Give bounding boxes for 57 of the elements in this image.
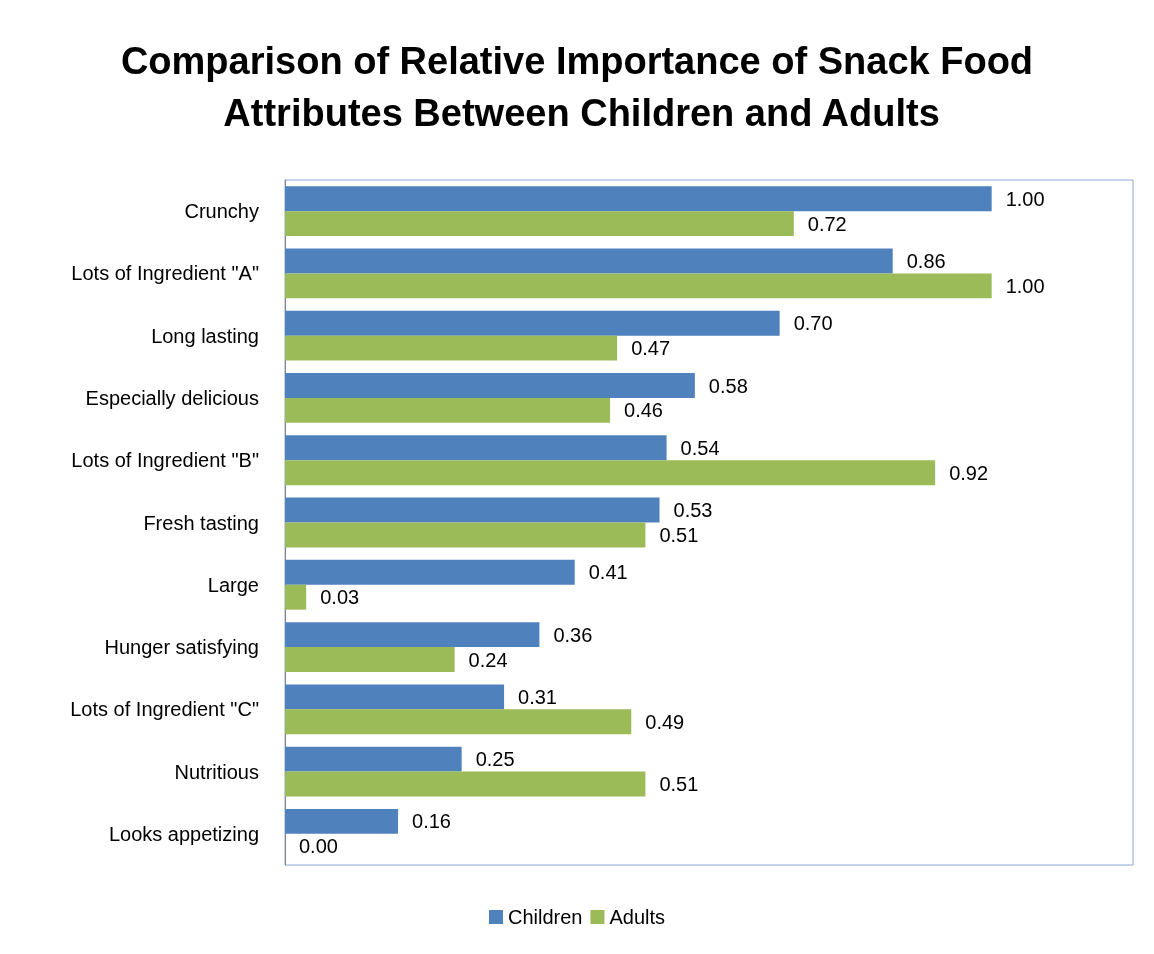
- data-label: 0.92: [949, 461, 989, 484]
- data-label: 0.54: [680, 436, 720, 459]
- data-label: 0.51: [659, 773, 699, 796]
- bar: [285, 684, 505, 710]
- data-label: 0.24: [468, 648, 508, 671]
- data-label: 0.46: [624, 399, 663, 422]
- y-tick-label: Fresh tasting: [143, 511, 259, 534]
- bar: [285, 273, 992, 299]
- bar: [285, 559, 575, 585]
- bar: [285, 746, 462, 772]
- bar: [285, 211, 794, 237]
- data-label: 0.47: [631, 337, 671, 360]
- data-label: 0.00: [299, 835, 338, 858]
- data-label: 1.00: [1005, 274, 1045, 297]
- legend-label: Children: [507, 906, 583, 928]
- data-label: 0.58: [708, 374, 748, 397]
- data-label: 0.36: [553, 623, 593, 646]
- legend-label: Adults: [609, 906, 666, 928]
- bar: [285, 248, 893, 274]
- bar: [285, 522, 646, 548]
- bar: [285, 622, 540, 648]
- bar: [285, 335, 618, 361]
- bar: [285, 435, 667, 461]
- bar: [285, 460, 936, 486]
- data-label: 0.41: [588, 561, 628, 584]
- y-tick-label: Long lasting: [151, 324, 259, 347]
- y-tick-label: Hunger satisfying: [104, 636, 259, 659]
- data-label: 0.72: [807, 212, 847, 235]
- data-label: 1.00: [1005, 187, 1045, 210]
- y-tick-label: Lots of Ingredient "C": [70, 698, 259, 721]
- bar: [285, 497, 660, 523]
- data-label: 0.70: [793, 312, 833, 335]
- data-label: 0.53: [673, 499, 713, 522]
- y-tick-label: Especially delicious: [85, 386, 259, 409]
- y-tick-label: Nutritious: [174, 760, 259, 783]
- bar: [285, 186, 992, 212]
- y-tick-label: Crunchy: [184, 200, 259, 223]
- chart-title: Comparison of Relative Importance of Snack Food Attributes Between Children and Adults: [120, 40, 1034, 134]
- y-tick-label: Large: [207, 573, 259, 596]
- data-label: 0.51: [659, 523, 699, 546]
- bar: [285, 584, 307, 610]
- bar: [285, 771, 646, 797]
- y-tick-label: Lots of Ingredient "B": [71, 449, 259, 472]
- bar: [285, 373, 695, 398]
- bar: [285, 709, 632, 735]
- data-label: 0.86: [906, 249, 946, 272]
- data-label: 0.49: [645, 710, 685, 733]
- y-tick-label: Looks appetizing: [108, 822, 259, 845]
- data-label: 0.03: [320, 586, 360, 609]
- data-label: 0.16: [412, 810, 451, 833]
- bar: [285, 647, 455, 672]
- bar: [285, 808, 399, 834]
- data-label: 0.31: [518, 685, 557, 708]
- bar: [285, 310, 780, 336]
- y-tick-label: Lots of Ingredient "A": [71, 262, 259, 285]
- data-label: 0.25: [475, 748, 515, 771]
- bar: [285, 397, 611, 423]
